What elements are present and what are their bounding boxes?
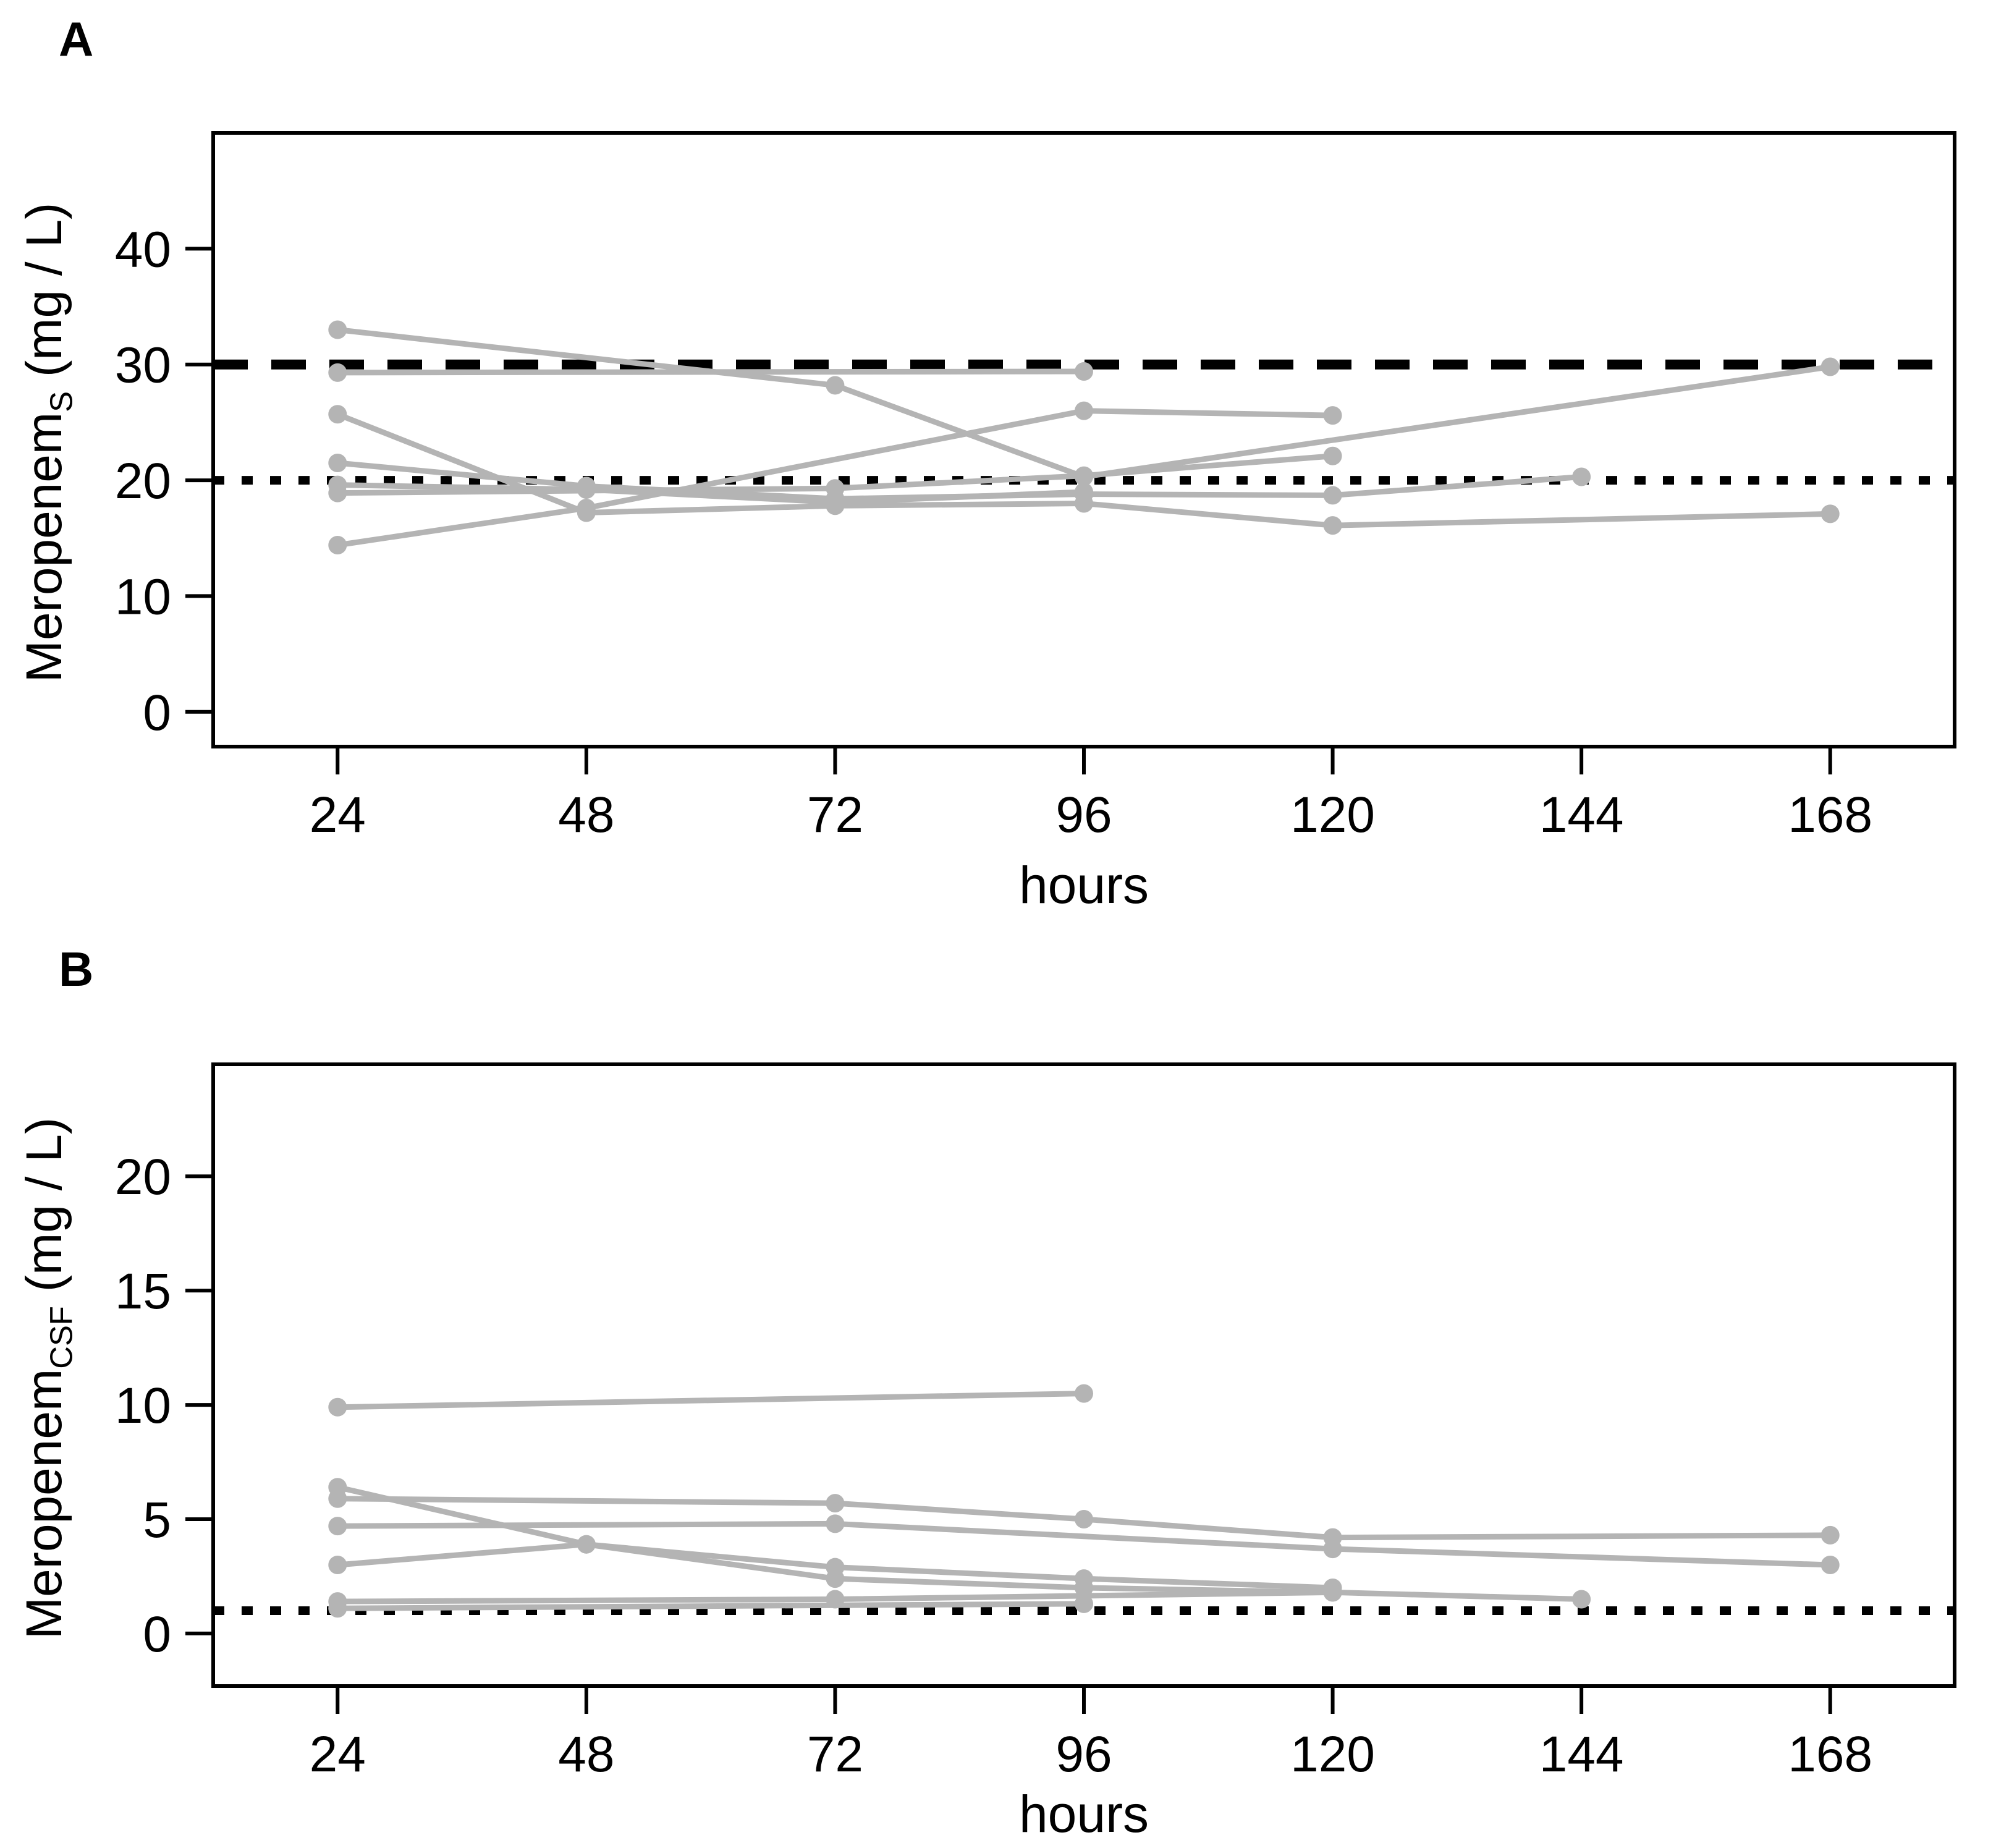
data-point-patient-7 xyxy=(328,1599,347,1618)
data-point-patient-5 xyxy=(577,1535,596,1554)
y-tick-label: 10 xyxy=(115,569,171,625)
series-line-patient-1 xyxy=(337,327,1831,480)
data-point-patient-4 xyxy=(328,535,347,554)
data-point-patient-2 xyxy=(1572,1590,1591,1609)
y-tick-label: 10 xyxy=(115,1378,171,1434)
x-tick-label: 96 xyxy=(1055,787,1112,843)
y-tick-label: 0 xyxy=(143,685,171,741)
x-tick-label: 168 xyxy=(1788,787,1872,843)
data-point-patient-3 xyxy=(328,405,347,424)
x-tick-label: 96 xyxy=(1055,1726,1112,1782)
data-point-patient-5 xyxy=(328,453,347,472)
data-point-patient-2 xyxy=(328,363,347,382)
data-point-patient-4 xyxy=(1323,1540,1342,1559)
data-point-patient-6 xyxy=(1323,446,1342,465)
y-tick-label: 5 xyxy=(143,1492,171,1548)
panel-a-letter: A xyxy=(59,12,94,66)
x-tick-label: 48 xyxy=(558,787,614,843)
data-point-patient-3 xyxy=(328,1489,347,1508)
data-point-patient-3 xyxy=(1821,504,1840,523)
data-point-patient-1 xyxy=(1821,357,1840,376)
series-line-patient-2 xyxy=(337,1484,1582,1602)
x-tick-label: 120 xyxy=(1290,787,1375,843)
data-point-patient-5 xyxy=(1572,467,1591,486)
data-point-patient-7 xyxy=(826,493,845,512)
data-point-patient-2 xyxy=(1075,362,1093,381)
x-tick-label: 144 xyxy=(1539,787,1624,843)
data-point-patient-5 xyxy=(1323,486,1342,505)
y-tick-label: 0 xyxy=(143,1606,171,1663)
data-point-patient-6 xyxy=(1075,466,1093,485)
data-point-patient-7 xyxy=(328,475,347,494)
data-point-patient-3 xyxy=(1821,1525,1840,1545)
y-tick-label: 15 xyxy=(115,1263,171,1320)
x-tick-label: 24 xyxy=(310,1726,366,1782)
data-point-patient-5 xyxy=(328,1555,347,1574)
data-point-patient-3 xyxy=(1323,516,1342,535)
series-line-patient-2 xyxy=(337,368,1085,376)
x-tick-label: 168 xyxy=(1788,1726,1872,1782)
x-tick-label: 120 xyxy=(1290,1726,1375,1782)
data-point-patient-7 xyxy=(1075,482,1093,501)
x-tick-label: 144 xyxy=(1539,1726,1624,1782)
data-point-patient-4 xyxy=(826,1514,845,1533)
panel-a-x-axis-label: hours xyxy=(1018,856,1149,914)
x-tick-label: 48 xyxy=(558,1726,614,1782)
data-point-patient-1 xyxy=(1075,1384,1093,1403)
data-point-patient-4 xyxy=(1821,1555,1840,1574)
data-point-patient-4 xyxy=(1075,401,1093,420)
series-line-patient-4 xyxy=(337,408,1333,548)
y-tick-label: 20 xyxy=(115,1149,171,1205)
series-line-patient-7 xyxy=(337,1601,1085,1611)
y-tick-label: 40 xyxy=(115,221,171,278)
data-point-patient-7 xyxy=(577,480,596,499)
data-point-patient-4 xyxy=(1323,406,1342,425)
data-point-patient-6 xyxy=(1323,1583,1342,1602)
data-point-patient-1 xyxy=(826,376,845,395)
data-point-patient-3 xyxy=(1075,1510,1093,1529)
data-point-patient-1 xyxy=(328,1397,347,1417)
data-point-patient-4 xyxy=(577,499,596,518)
series-line-patient-1 xyxy=(337,1391,1085,1410)
x-tick-label: 72 xyxy=(807,787,863,843)
panel-b-letter: B xyxy=(59,942,94,996)
x-tick-label: 72 xyxy=(807,1726,863,1782)
data-point-patient-4 xyxy=(328,1517,347,1536)
data-point-patient-6 xyxy=(826,479,845,498)
data-point-patient-3 xyxy=(826,1494,845,1513)
data-point-patient-5 xyxy=(1075,1569,1093,1588)
panel-b-x-axis-label: hours xyxy=(1018,1785,1149,1843)
series-line-patient-4 xyxy=(337,1520,1830,1568)
y-tick-label: 20 xyxy=(115,453,171,509)
data-point-patient-1 xyxy=(328,320,347,339)
y-tick-label: 30 xyxy=(115,337,171,394)
data-point-patient-5 xyxy=(826,1558,845,1577)
series-line-patient-3 xyxy=(336,412,1830,528)
data-point-patient-7 xyxy=(1075,1594,1093,1613)
x-tick-label: 24 xyxy=(310,787,366,843)
series-line-patient-7 xyxy=(337,482,1085,506)
